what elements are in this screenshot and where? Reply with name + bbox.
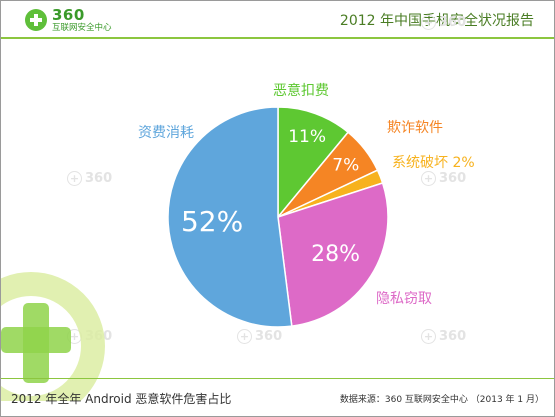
pie-slice-5 bbox=[167, 106, 293, 328]
pie-percent-label: 52% bbox=[181, 205, 243, 238]
watermark-360: 360 bbox=[237, 329, 282, 344]
data-source: 数据来源：360 互联网安全中心 （2013 年 1 月） bbox=[339, 395, 544, 405]
logo-plus-icon bbox=[25, 9, 47, 31]
pie-category-label: 欺诈软件 bbox=[387, 120, 443, 136]
pie-slice-4 bbox=[277, 182, 389, 327]
pie-category-label: 隐私窃取 bbox=[376, 291, 432, 307]
watermark-360: 360 bbox=[67, 171, 112, 186]
chart-caption: 2012 年全年 Android 恶意软件危害占比 bbox=[11, 392, 232, 406]
pie-percent-label: 7% bbox=[332, 155, 359, 175]
watermark-360: 360 bbox=[421, 15, 466, 30]
decorative-plus-logo bbox=[1, 272, 105, 401]
logo-number: 360 bbox=[52, 6, 85, 24]
pie-slice-1 bbox=[277, 106, 350, 220]
watermark-360: 360 bbox=[421, 171, 466, 186]
watermark-360: 360 bbox=[421, 329, 466, 344]
pie-category-label: 系统破坏 2% bbox=[392, 155, 475, 171]
pie-percent-label: 28% bbox=[311, 242, 360, 267]
pie-category-label: 恶意扣费 bbox=[273, 82, 329, 99]
header-divider bbox=[1, 37, 554, 39]
pie-category-label: 资费消耗 bbox=[138, 125, 194, 141]
footer: 2012 年全年 Android 恶意软件危害占比 数据来源：360 互联网安全… bbox=[1, 378, 554, 416]
pie-percent-label: 11% bbox=[288, 127, 326, 147]
logo-subtitle: 互联网安全中心 bbox=[52, 23, 112, 33]
logo-360: 360 互联网安全中心 bbox=[25, 7, 145, 35]
